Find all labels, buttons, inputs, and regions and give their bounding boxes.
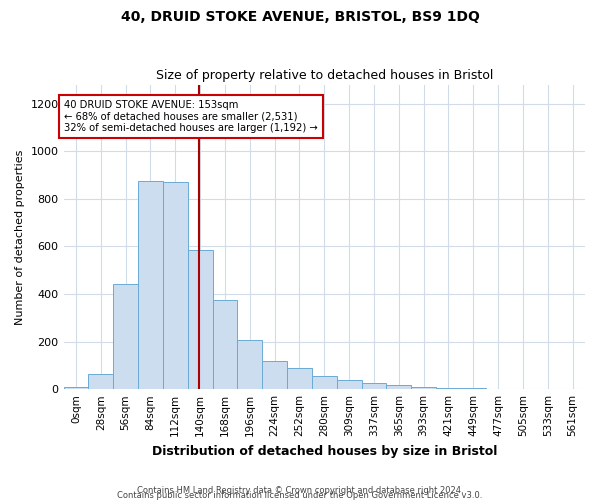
Bar [287,368,312,389]
X-axis label: Distribution of detached houses by size in Bristol: Distribution of detached houses by size … [152,444,497,458]
Bar [212,300,238,389]
Bar [362,383,386,389]
Bar [64,387,88,389]
Bar [163,182,188,389]
Bar [188,250,212,389]
Bar [113,284,138,389]
Bar [238,340,262,389]
Text: 40 DRUID STOKE AVENUE: 153sqm
← 68% of detached houses are smaller (2,531)
32% o: 40 DRUID STOKE AVENUE: 153sqm ← 68% of d… [64,100,318,133]
Bar [88,374,113,389]
Y-axis label: Number of detached properties: Number of detached properties [15,149,25,324]
Bar [386,385,411,389]
Bar [138,181,163,389]
Bar [436,388,461,389]
Text: 40, DRUID STOKE AVENUE, BRISTOL, BS9 1DQ: 40, DRUID STOKE AVENUE, BRISTOL, BS9 1DQ [121,10,479,24]
Bar [262,360,287,389]
Bar [411,387,436,389]
Title: Size of property relative to detached houses in Bristol: Size of property relative to detached ho… [155,69,493,82]
Bar [461,388,485,389]
Bar [312,376,337,389]
Text: Contains public sector information licensed under the Open Government Licence v3: Contains public sector information licen… [118,490,482,500]
Text: Contains HM Land Registry data © Crown copyright and database right 2024.: Contains HM Land Registry data © Crown c… [137,486,463,495]
Bar [337,380,362,389]
